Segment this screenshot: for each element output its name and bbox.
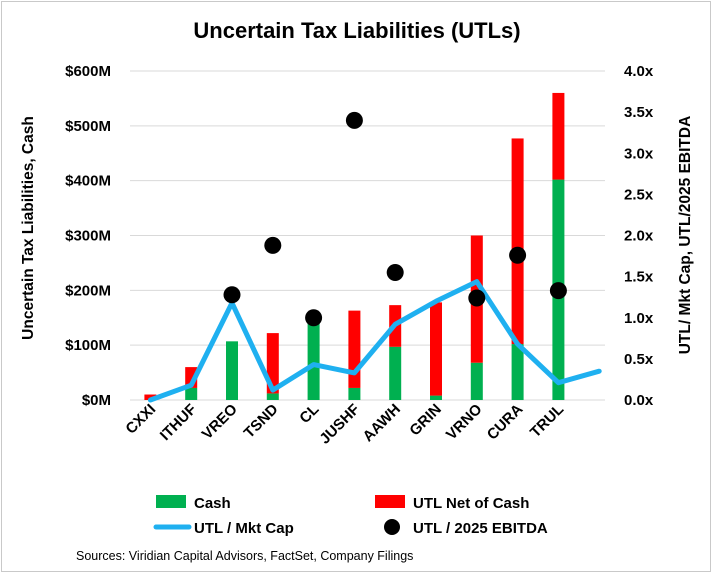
bar-utl-net-of-cash — [144, 394, 157, 400]
scatter-point — [468, 289, 486, 307]
y-axis-label: Uncertain Tax Liabilities, Cash — [20, 116, 37, 340]
chart-title: Uncertain Tax Liabilities (UTLs) — [193, 18, 520, 43]
scatter-point — [264, 236, 282, 254]
bar-cash — [185, 387, 198, 400]
x-tick-label: VREO — [199, 401, 241, 443]
x-tick-label: CURA — [484, 401, 527, 444]
bar-cash — [226, 341, 238, 400]
x-tick-label: TSND — [241, 401, 282, 442]
x-tick-label: JUSHF — [316, 401, 363, 448]
y2-tick-label: 2.0x — [624, 228, 654, 245]
bar-cash — [348, 387, 361, 400]
bar-utl-net-of-cash — [348, 310, 361, 388]
legend-swatch — [156, 495, 186, 508]
x-tick-label: GRIN — [406, 401, 445, 440]
x-tick-label: CL — [296, 401, 322, 427]
y2-tick-label: 3.0x — [624, 145, 654, 162]
y-tick-label: $600M — [65, 63, 111, 80]
scatter-point — [345, 111, 363, 129]
y-tick-label: $400M — [65, 173, 111, 190]
y2-tick-label: 4.0x — [624, 63, 654, 80]
y2-tick-label: 2.5x — [624, 186, 654, 203]
y-tick-label: $0M — [82, 392, 111, 409]
bar-cash — [266, 393, 279, 400]
series-line — [147, 279, 602, 403]
scatter-point — [509, 246, 527, 264]
mkt-cap-line — [147, 279, 602, 403]
legend-label: Cash — [194, 495, 231, 512]
legend: Cash UTL Net of Cash UTL / Mkt Cap UTL / 20… — [153, 495, 548, 537]
y2-tick-label: 0.0x — [624, 392, 654, 409]
legend-swatch — [384, 519, 400, 535]
left-axis-ticks: $0M $100M $200M $300M $400M $500M $600M — [65, 63, 111, 409]
y2-tick-label: 0.5x — [624, 351, 654, 368]
scatter-point — [223, 286, 241, 304]
ebitda-points — [223, 111, 567, 327]
y-tick-label: $300M — [65, 228, 111, 245]
legend-label: UTL / Mkt Cap — [194, 520, 294, 537]
y2-tick-label: 3.5x — [624, 104, 654, 121]
bar-cash — [430, 395, 442, 400]
source-note: Sources: Viridian Capital Advisors, Fact… — [76, 549, 413, 563]
bar-utl-net-of-cash — [511, 138, 524, 345]
y-tick-label: $100M — [65, 337, 111, 354]
bar-utl-net-of-cash — [552, 92, 565, 180]
x-tick-label: ITHUF — [157, 401, 200, 444]
scatter-point — [549, 282, 567, 300]
x-tick-label: AAWH — [360, 401, 404, 445]
y-tick-label: $500M — [65, 118, 111, 135]
bar-cash — [511, 344, 524, 400]
x-tick-label: VRNO — [443, 401, 486, 444]
right-axis-ticks: 0.0x 0.5x 1.0x 1.5x 2.0x 2.5x 3.0x 3.5x 4.0x — [624, 63, 654, 409]
scatter-point — [305, 309, 323, 327]
bar-utl-net-of-cash — [430, 302, 442, 396]
legend-label: UTL Net of Cash — [413, 495, 529, 512]
y2-tick-label: 1.0x — [624, 310, 654, 327]
scatter-point — [386, 264, 404, 282]
legend-label: UTL / 2025 EBITDA — [413, 520, 548, 537]
legend-swatch — [375, 495, 405, 508]
bar-cash — [389, 346, 402, 400]
y2-tick-label: 1.5x — [624, 269, 654, 286]
y-tick-label: $200M — [65, 282, 111, 299]
x-tick-label: CXXI — [122, 401, 159, 438]
gridlines — [130, 70, 605, 401]
bar-cash — [470, 362, 483, 400]
bar-cash — [307, 317, 320, 400]
x-tick-label: TRUL — [527, 401, 567, 441]
y2-axis-label: UTL/ Mkt Cap, UTL/2025 EBITDA — [677, 116, 694, 355]
